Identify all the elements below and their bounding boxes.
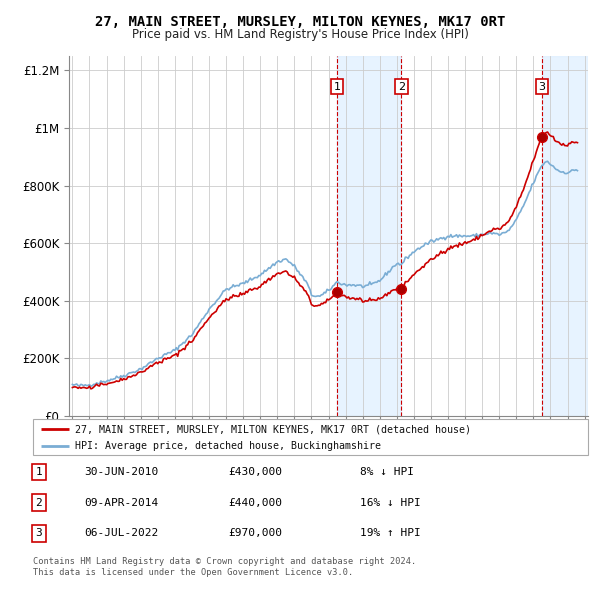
Bar xyxy=(542,56,588,416)
Text: 1: 1 xyxy=(334,81,341,91)
Text: 06-JUL-2022: 06-JUL-2022 xyxy=(84,529,158,538)
Text: 2: 2 xyxy=(35,498,43,507)
Text: £440,000: £440,000 xyxy=(228,498,282,507)
Text: Contains HM Land Registry data © Crown copyright and database right 2024.: Contains HM Land Registry data © Crown c… xyxy=(33,558,416,566)
Text: 3: 3 xyxy=(35,529,43,538)
Text: 27, MAIN STREET, MURSLEY, MILTON KEYNES, MK17 0RT (detached house): 27, MAIN STREET, MURSLEY, MILTON KEYNES,… xyxy=(74,424,470,434)
Text: Price paid vs. HM Land Registry's House Price Index (HPI): Price paid vs. HM Land Registry's House … xyxy=(131,28,469,41)
Text: £970,000: £970,000 xyxy=(228,529,282,538)
Text: 19% ↑ HPI: 19% ↑ HPI xyxy=(360,529,421,538)
Text: £430,000: £430,000 xyxy=(228,467,282,477)
Text: 2: 2 xyxy=(398,81,405,91)
Text: 1: 1 xyxy=(35,467,43,477)
Text: HPI: Average price, detached house, Buckinghamshire: HPI: Average price, detached house, Buck… xyxy=(74,441,380,451)
Text: 30-JUN-2010: 30-JUN-2010 xyxy=(84,467,158,477)
Text: 27, MAIN STREET, MURSLEY, MILTON KEYNES, MK17 0RT: 27, MAIN STREET, MURSLEY, MILTON KEYNES,… xyxy=(95,15,505,29)
Text: 16% ↓ HPI: 16% ↓ HPI xyxy=(360,498,421,507)
Text: This data is licensed under the Open Government Licence v3.0.: This data is licensed under the Open Gov… xyxy=(33,568,353,577)
Bar xyxy=(337,56,401,416)
Text: 8% ↓ HPI: 8% ↓ HPI xyxy=(360,467,414,477)
Text: 3: 3 xyxy=(539,81,545,91)
Text: 09-APR-2014: 09-APR-2014 xyxy=(84,498,158,507)
